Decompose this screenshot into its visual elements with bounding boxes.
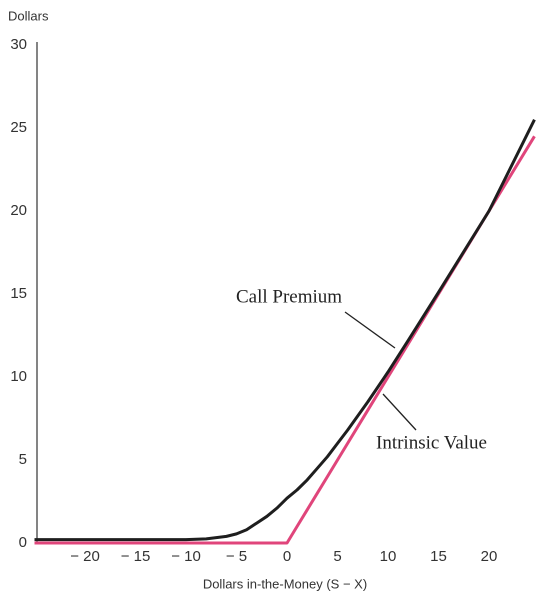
y-tick-label: 30 — [10, 36, 27, 53]
x-tick-label: 5 — [333, 548, 341, 565]
leader-line — [382, 393, 417, 431]
x-tick-label: − 15 — [121, 548, 151, 565]
x-tick-label: 0 — [283, 548, 291, 565]
x-tick-label: − 5 — [226, 548, 247, 565]
x-tick-label: − 10 — [171, 548, 201, 565]
series-line — [34, 135, 536, 545]
leader-line — [344, 311, 396, 349]
y-axis-label: Dollars — [8, 8, 49, 23]
x-tick-label: − 20 — [70, 548, 100, 565]
x-tick-label: 15 — [430, 548, 447, 565]
y-tick-label: 15 — [10, 285, 27, 302]
y-tick-label: 10 — [10, 368, 27, 385]
annotation: Intrinsic Value — [376, 432, 487, 453]
y-tick-label: 20 — [10, 202, 27, 219]
series-line — [34, 119, 536, 542]
y-tick-label: 5 — [19, 451, 27, 468]
x-tick-label: 20 — [481, 548, 498, 565]
x-tick-label: 10 — [380, 548, 397, 565]
x-axis-label: Dollars in-the-Money (S − X) — [203, 576, 367, 591]
annotation: Call Premium — [236, 286, 342, 307]
y-tick-label: 0 — [19, 534, 27, 551]
y-tick-label: 25 — [10, 119, 27, 136]
